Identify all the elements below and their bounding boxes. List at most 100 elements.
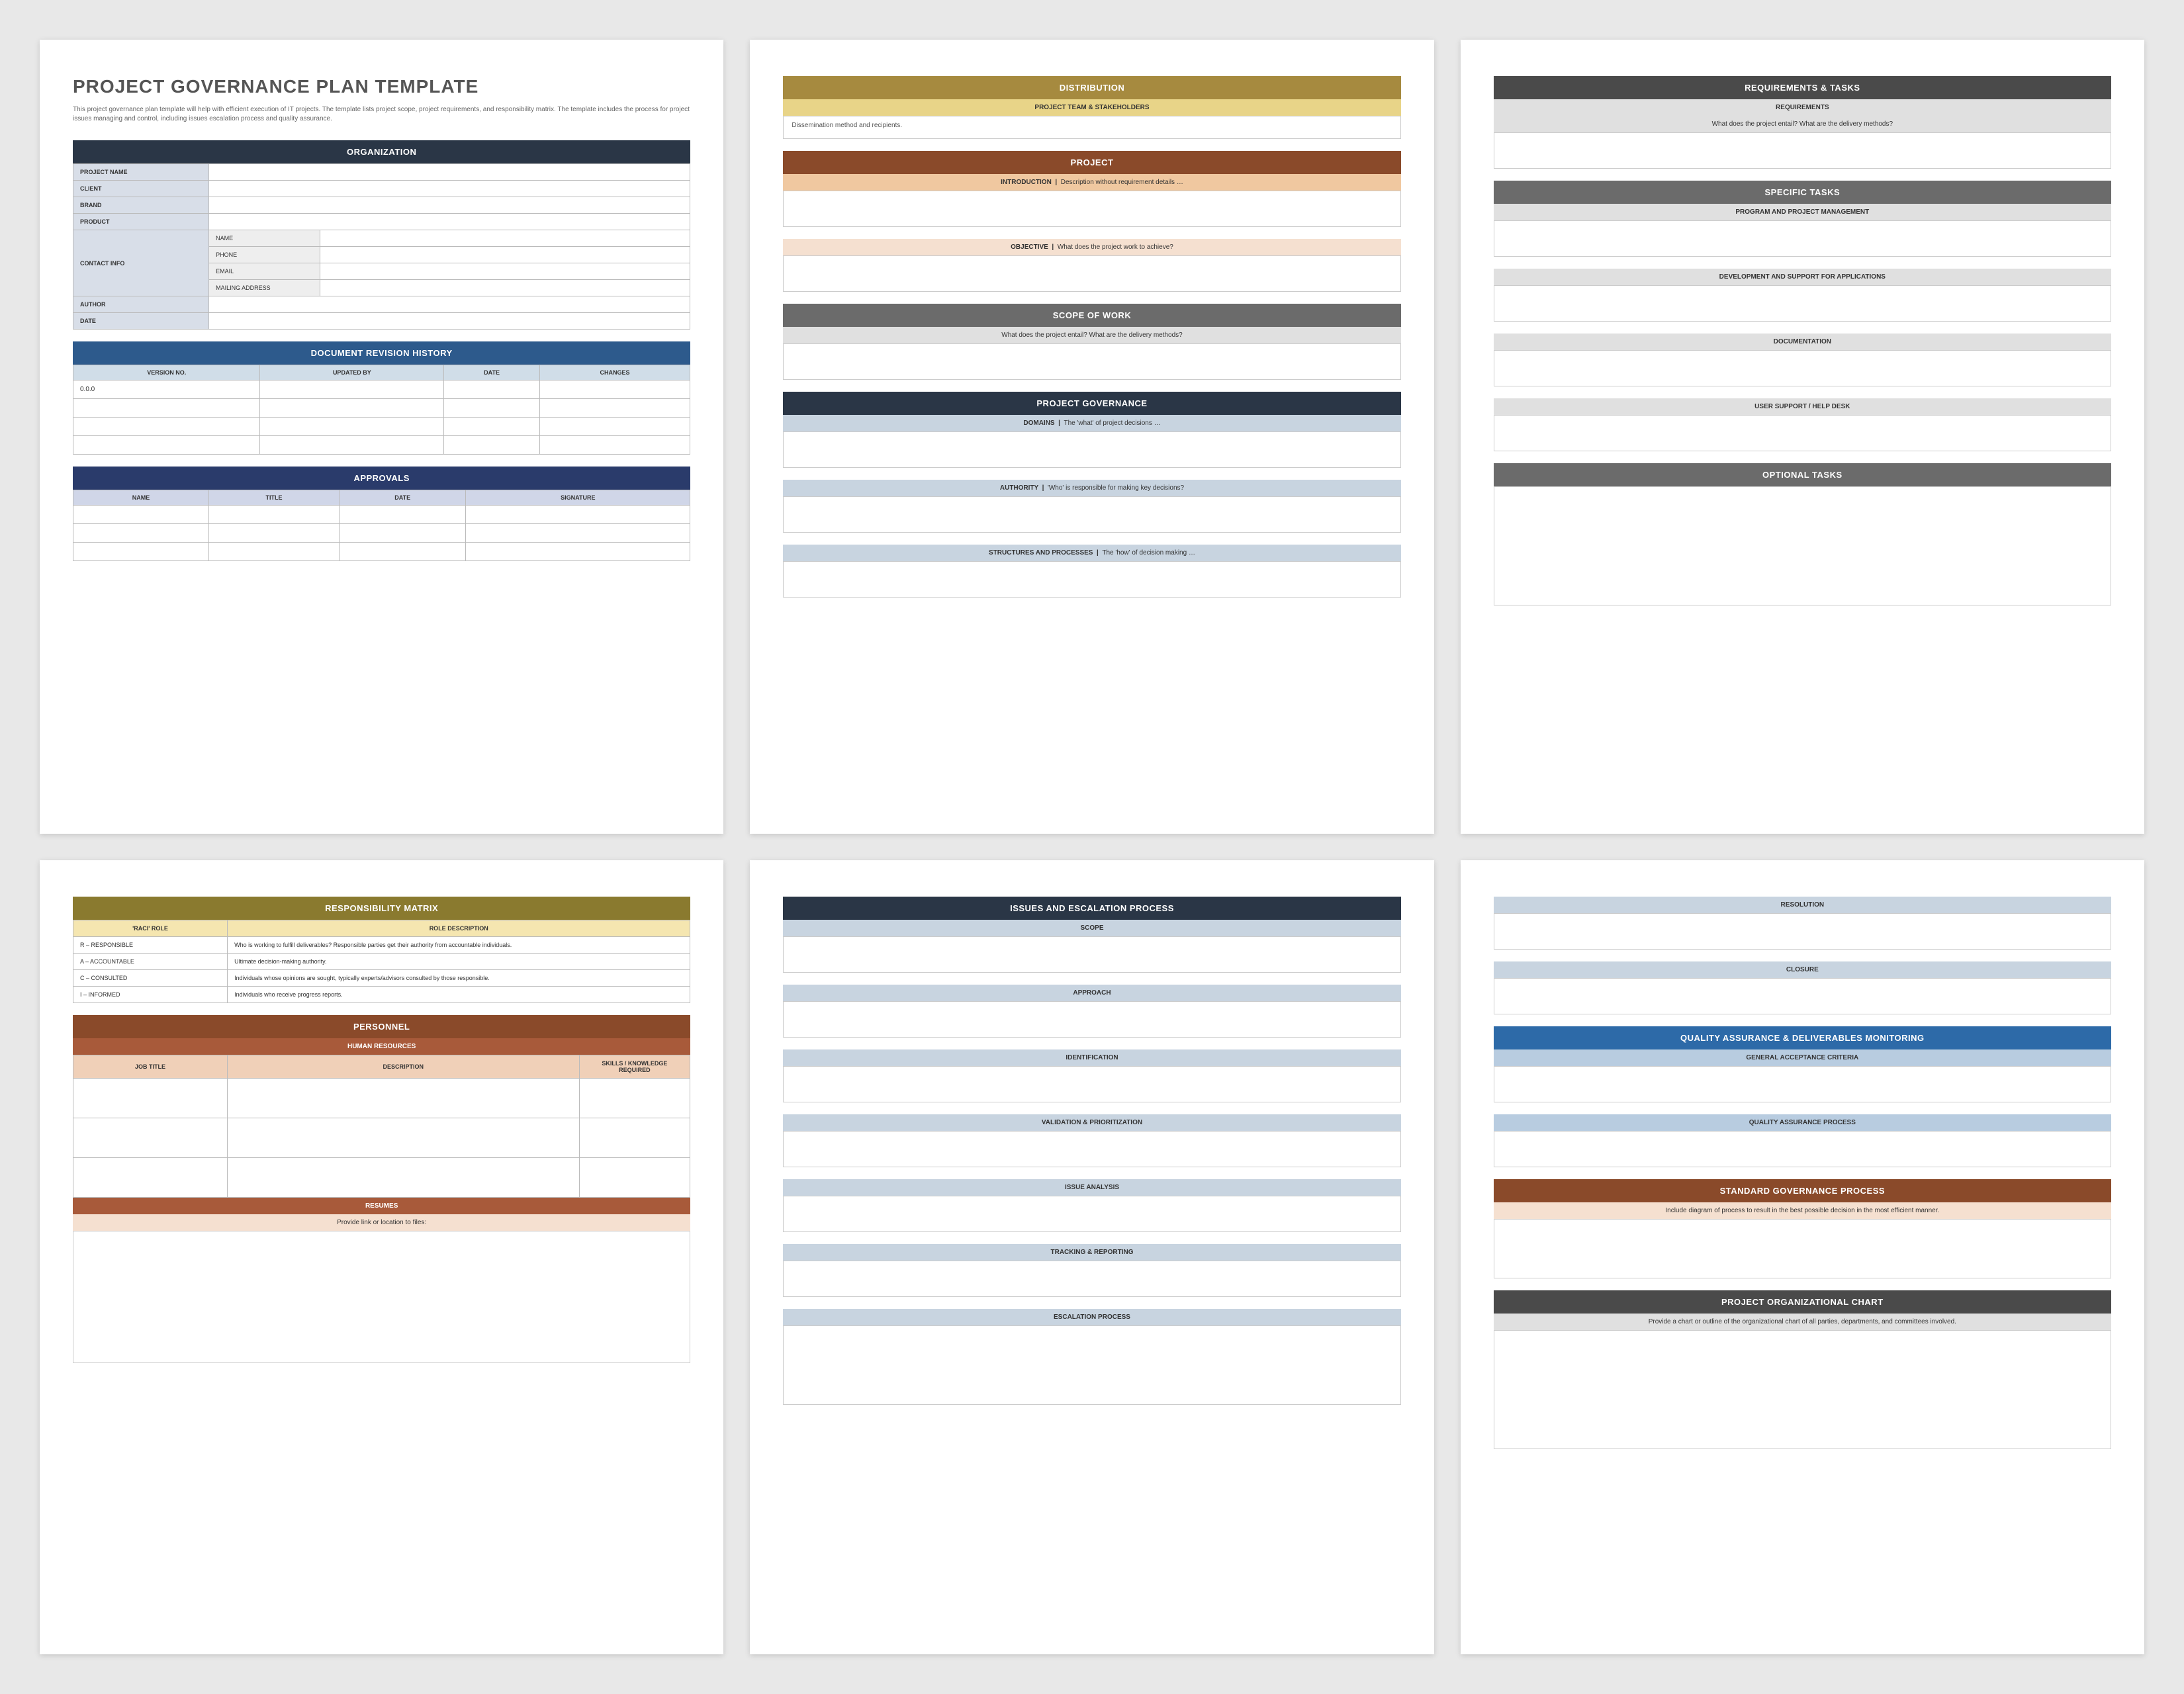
task-3-box [1494, 350, 2111, 386]
issues-validation-box [783, 1131, 1400, 1167]
issues-header: ISSUES AND ESCALATION PROCESS [783, 897, 1400, 920]
approvals-header: APPROVALS [73, 467, 690, 490]
rev-col-2: DATE [444, 365, 540, 380]
task-2: DEVELOPMENT AND SUPPORT FOR APPLICATIONS [1494, 269, 2111, 285]
project-intro-box [783, 191, 1400, 227]
raci-c-label: C – CONSULTED [73, 970, 228, 987]
organization-table: PROJECT NAME CLIENT BRAND PRODUCT CONTAC… [73, 163, 690, 330]
org-date: DATE [73, 313, 209, 330]
page-6: RESOLUTION CLOSURE QUALITY ASSURANCE & D… [1461, 860, 2144, 1654]
gov-domains-sub: DOMAINS | The 'what' of project decision… [783, 415, 1400, 431]
issues-approach-sub: APPROACH [783, 985, 1400, 1001]
org-contact-info: CONTACT INFO [73, 230, 209, 296]
raci-a-label: A – ACCOUNTABLE [73, 954, 228, 970]
std-gov-box [1494, 1219, 2111, 1278]
org-chart-text: Provide a chart or outline of the organi… [1494, 1314, 2111, 1330]
gov-structures-box [783, 561, 1400, 598]
personnel-table: JOB TITLE DESCRIPTION SKILLS / KNOWLEDGE… [73, 1055, 690, 1198]
org-author: AUTHOR [73, 296, 209, 313]
requirements-header: REQUIREMENTS & TASKS [1494, 76, 2111, 99]
org-chart-box [1494, 1330, 2111, 1449]
project-intro-text: Description without requirement details … [1061, 179, 1183, 186]
gov-domains-box [783, 431, 1400, 468]
page-3: REQUIREMENTS & TASKS REQUIREMENTS What d… [1461, 40, 2144, 834]
scope-header: SCOPE OF WORK [783, 304, 1400, 327]
project-header: PROJECT [783, 151, 1400, 174]
qa-criteria-sub: GENERAL ACCEPTANCE CRITERIA [1494, 1049, 2111, 1066]
qa-header: QUALITY ASSURANCE & DELIVERABLES MONITOR… [1494, 1026, 2111, 1049]
resumes-sub: RESUMES [73, 1198, 690, 1214]
gov-dom-label: DOMAINS [1023, 420, 1054, 427]
org-contact-phone: PHONE [209, 247, 320, 263]
qa-process-sub: QUALITY ASSURANCE PROCESS [1494, 1114, 2111, 1131]
rev-col-1: UPDATED BY [260, 365, 444, 380]
project-intro-label: INTRODUCTION [1001, 179, 1052, 186]
issues-scope-sub: SCOPE [783, 920, 1400, 936]
task-4-box [1494, 415, 2111, 451]
raci-table: 'RACI' ROLE ROLE DESCRIPTION R – RESPONS… [73, 920, 690, 1003]
gov-auth-label: AUTHORITY [1000, 484, 1038, 492]
governance-header: PROJECT GOVERNANCE [783, 392, 1400, 415]
issues-approach-box [783, 1001, 1400, 1038]
rev-first-version: 0.0.0 [73, 380, 260, 399]
page-4: RESPONSIBILITY MATRIX 'RACI' ROLE ROLE D… [40, 860, 723, 1654]
gov-struct-label: STRUCTURES AND PROCESSES [989, 549, 1093, 557]
raci-i-label: I – INFORMED [73, 987, 228, 1003]
intro-text: This project governance plan template wi… [73, 105, 690, 124]
raci-i-desc: Individuals who receive progress reports… [228, 987, 690, 1003]
task-1: PROGRAM AND PROJECT MANAGEMENT [1494, 204, 2111, 220]
closure-box [1494, 978, 2111, 1014]
project-objective-sub: OBJECTIVE | What does the project work t… [783, 239, 1400, 255]
task-3: DOCUMENTATION [1494, 334, 2111, 350]
page-5: ISSUES AND ESCALATION PROCESS SCOPE APPR… [750, 860, 1433, 1654]
organization-header: ORGANIZATION [73, 140, 690, 163]
rev-col-3: CHANGES [539, 365, 690, 380]
distribution-sub: PROJECT TEAM & STAKEHOLDERS [783, 99, 1400, 116]
page-1: PROJECT GOVERNANCE PLAN TEMPLATE This pr… [40, 40, 723, 834]
hr-sub: HUMAN RESOURCES [73, 1038, 690, 1055]
task-4: USER SUPPORT / HELP DESK [1494, 398, 2111, 415]
requirements-box [1494, 132, 2111, 169]
issues-escalation-sub: ESCALATION PROCESS [783, 1309, 1400, 1325]
closure-sub: CLOSURE [1494, 961, 2111, 978]
approvals-table: NAME TITLE DATE SIGNATURE [73, 490, 690, 561]
org-contact-email: EMAIL [209, 263, 320, 280]
optional-tasks-box [1494, 486, 2111, 605]
page-2: DISTRIBUTION PROJECT TEAM & STAKEHOLDERS… [750, 40, 1433, 834]
pers-col-2: SKILLS / KNOWLEDGE REQUIRED [579, 1055, 690, 1079]
issues-tracking-box [783, 1261, 1400, 1297]
personnel-header: PERSONNEL [73, 1015, 690, 1038]
rev-col-0: VERSION NO. [73, 365, 260, 380]
issues-escalation-box [783, 1325, 1400, 1405]
raci-col-0: 'RACI' ROLE [73, 920, 228, 937]
project-obj-label: OBJECTIVE [1011, 244, 1048, 251]
requirements-text: What does the project entail? What are t… [1494, 116, 2111, 132]
specific-tasks-header: SPECIFIC TASKS [1494, 181, 2111, 204]
distribution-header: DISTRIBUTION [783, 76, 1400, 99]
resolution-sub: RESOLUTION [1494, 897, 2111, 913]
task-1-box [1494, 220, 2111, 257]
main-title: PROJECT GOVERNANCE PLAN TEMPLATE [73, 76, 690, 97]
issues-tracking-sub: TRACKING & REPORTING [783, 1244, 1400, 1261]
qa-criteria-box [1494, 1066, 2111, 1102]
issues-identification-box [783, 1066, 1400, 1102]
org-project-name: PROJECT NAME [73, 164, 209, 181]
org-contact-mailing: MAILING ADDRESS [209, 280, 320, 296]
qa-process-box [1494, 1131, 2111, 1167]
app-col-3: SIGNATURE [466, 490, 690, 506]
raci-r-label: R – RESPONSIBLE [73, 937, 228, 954]
issues-identification-sub: IDENTIFICATION [783, 1049, 1400, 1066]
project-objective-box [783, 255, 1400, 292]
scope-text: What does the project entail? What are t… [783, 327, 1400, 343]
pers-col-0: JOB TITLE [73, 1055, 228, 1079]
requirements-sub: REQUIREMENTS [1494, 99, 2111, 116]
org-brand: BRAND [73, 197, 209, 214]
resolution-box [1494, 913, 2111, 950]
std-gov-header: STANDARD GOVERNANCE PROCESS [1494, 1179, 2111, 1202]
raci-a-desc: Ultimate decision-making authority. [228, 954, 690, 970]
scope-box [783, 343, 1400, 380]
project-obj-text: What does the project work to achieve? [1058, 244, 1173, 251]
revision-header: DOCUMENT REVISION HISTORY [73, 341, 690, 365]
gov-struct-text: The 'how' of decision making … [1102, 549, 1195, 557]
responsibility-header: RESPONSIBILITY MATRIX [73, 897, 690, 920]
